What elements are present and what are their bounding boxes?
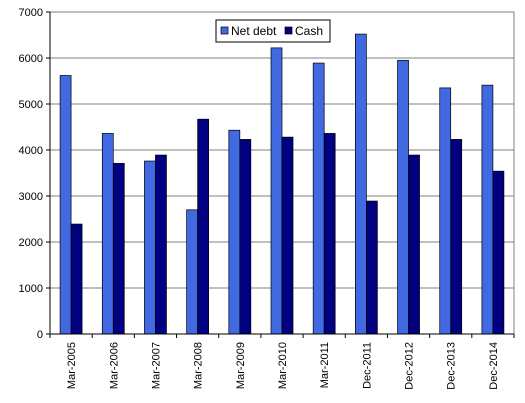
y-tick-label-3000: 3000 bbox=[19, 191, 43, 203]
bar-cash-mar-2006 bbox=[112, 162, 125, 335]
bar-net-debt-mar-2009 bbox=[228, 129, 241, 335]
bars bbox=[59, 33, 505, 335]
y-tick-label-0: 0 bbox=[37, 329, 43, 341]
y-tick-labels: 0 1000 2000 3000 4000 5000 6000 7000 bbox=[19, 7, 50, 341]
y-tick-label-4000: 4000 bbox=[19, 145, 43, 157]
x-tick-label-mar-2008: Mar-2008 bbox=[193, 342, 205, 389]
bar-cash-mar-2008 bbox=[197, 118, 209, 335]
bar-cash-mar-2010 bbox=[281, 136, 294, 335]
x-tick-label-mar-2011: Mar-2011 bbox=[319, 342, 331, 388]
axes bbox=[49, 11, 515, 335]
bar-net-debt-dec-2014 bbox=[481, 84, 494, 335]
bar-cash-dec-2013 bbox=[450, 139, 463, 335]
bar-cash-mar-2005 bbox=[70, 223, 83, 335]
bar-net-debt-dec-2013 bbox=[439, 87, 452, 335]
bar-net-debt-mar-2010 bbox=[270, 47, 283, 335]
x-tick-label-mar-2009: Mar-2009 bbox=[235, 342, 247, 389]
y-tick-label-1000: 1000 bbox=[19, 283, 43, 295]
x-tick-labels: Mar-2005 Mar-2006 Mar-2007 Mar-2008 Mar-2009… bbox=[49, 334, 515, 390]
y-tick-label-6000: 6000 bbox=[19, 53, 43, 65]
legend: Net debt Cash bbox=[215, 19, 331, 43]
bar-cash-dec-2014 bbox=[492, 170, 505, 335]
bar-net-debt-mar-2008 bbox=[186, 209, 198, 335]
x-tick-label-mar-2010: Mar-2010 bbox=[277, 342, 289, 389]
x-tick-label-dec-2012: Dec-2012 bbox=[404, 342, 416, 390]
bar-net-debt-mar-2006 bbox=[101, 133, 114, 335]
bar-cash-mar-2009 bbox=[239, 139, 252, 335]
legend-swatch-cash bbox=[284, 26, 293, 35]
bar-net-debt-dec-2012 bbox=[397, 59, 409, 335]
bar-net-debt-dec-2011 bbox=[355, 33, 367, 335]
bar-cash-mar-2007 bbox=[155, 154, 167, 335]
bar-cash-dec-2011 bbox=[366, 200, 378, 335]
bar-cash-dec-2012 bbox=[408, 154, 420, 335]
bar-cash-mar-2011 bbox=[323, 133, 336, 335]
x-tick-label-mar-2007: Mar-2007 bbox=[150, 342, 162, 389]
legend-box bbox=[215, 19, 331, 43]
bar-net-debt-mar-2007 bbox=[144, 160, 156, 335]
x-tick-label-mar-2005: Mar-2005 bbox=[66, 342, 78, 389]
y-tick-label-7000: 7000 bbox=[19, 7, 43, 19]
bar-net-debt-mar-2011 bbox=[312, 62, 325, 335]
x-tick-label-mar-2006: Mar-2006 bbox=[108, 342, 120, 389]
bar-net-debt-mar-2005 bbox=[59, 75, 72, 335]
x-tick-label-dec-2011: Dec-2011 bbox=[361, 342, 373, 389]
legend-label-cash: Cash bbox=[295, 24, 323, 38]
y-tick-label-5000: 5000 bbox=[19, 99, 43, 111]
legend-label-net-debt: Net debt bbox=[231, 24, 277, 38]
y-tick-label-2000: 2000 bbox=[19, 237, 43, 249]
legend-swatch-net-debt bbox=[220, 26, 229, 35]
x-tick-label-dec-2014: Dec-2014 bbox=[488, 342, 500, 390]
x-tick-label-dec-2013: Dec-2013 bbox=[446, 342, 458, 390]
